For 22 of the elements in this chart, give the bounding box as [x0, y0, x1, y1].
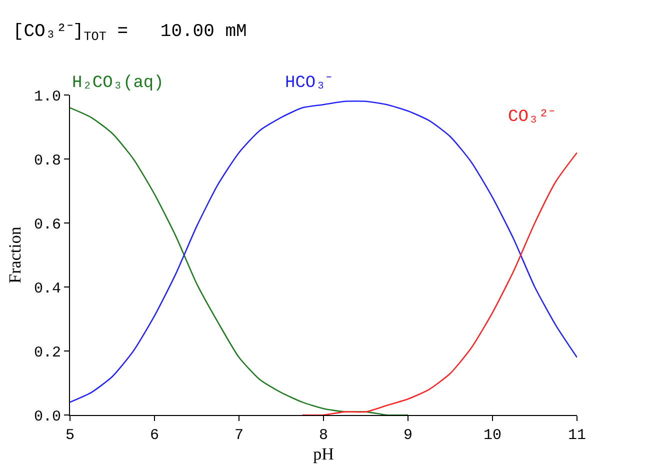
x-tick-label: 5	[65, 427, 75, 444]
x-axis-title: pH	[313, 444, 334, 464]
y-tick-label: 0.0	[34, 408, 61, 426]
x-tick-label: 6	[150, 427, 160, 444]
series-label: H₂CO₃(aq)	[72, 74, 164, 93]
x-tick-label: 11	[568, 427, 586, 444]
series-label: CO₃²⁻	[508, 108, 555, 127]
line-series	[70, 107, 409, 415]
x-tick-label: 8	[318, 427, 328, 444]
x-tick-label: 9	[403, 427, 413, 444]
y-tick-label: 0.2	[34, 344, 61, 362]
x-tick-label: 10	[483, 427, 502, 444]
line-series	[70, 100, 577, 403]
chart-title: [CO₃²⁻]$_{TOT}$ = 10.00 mM	[12, 22, 247, 44]
y-tick-label: 0.4	[34, 280, 61, 298]
y-tick-label: 1.0	[34, 88, 61, 106]
x-tick-label: 7	[234, 427, 244, 444]
line-series	[302, 152, 577, 415]
y-axis-title: Fraction	[6, 226, 25, 284]
series-label: HCO₃⁻	[285, 74, 332, 93]
y-tick-label: 0.6	[34, 216, 61, 234]
y-tick-label: 0.8	[34, 152, 61, 170]
